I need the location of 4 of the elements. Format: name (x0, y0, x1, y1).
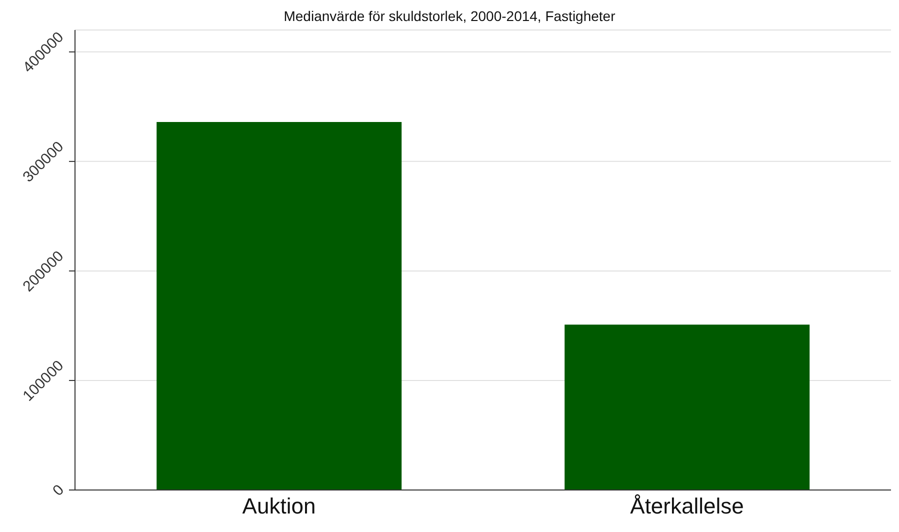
y-tick-label: 0 (50, 482, 68, 500)
x-tick-label: Auktion (242, 494, 316, 519)
chart-title: Medianvärde för skuldstorlek, 2000-2014, Fastigheter (282, 8, 616, 26)
x-tick-label: Återkallelse (630, 494, 744, 519)
